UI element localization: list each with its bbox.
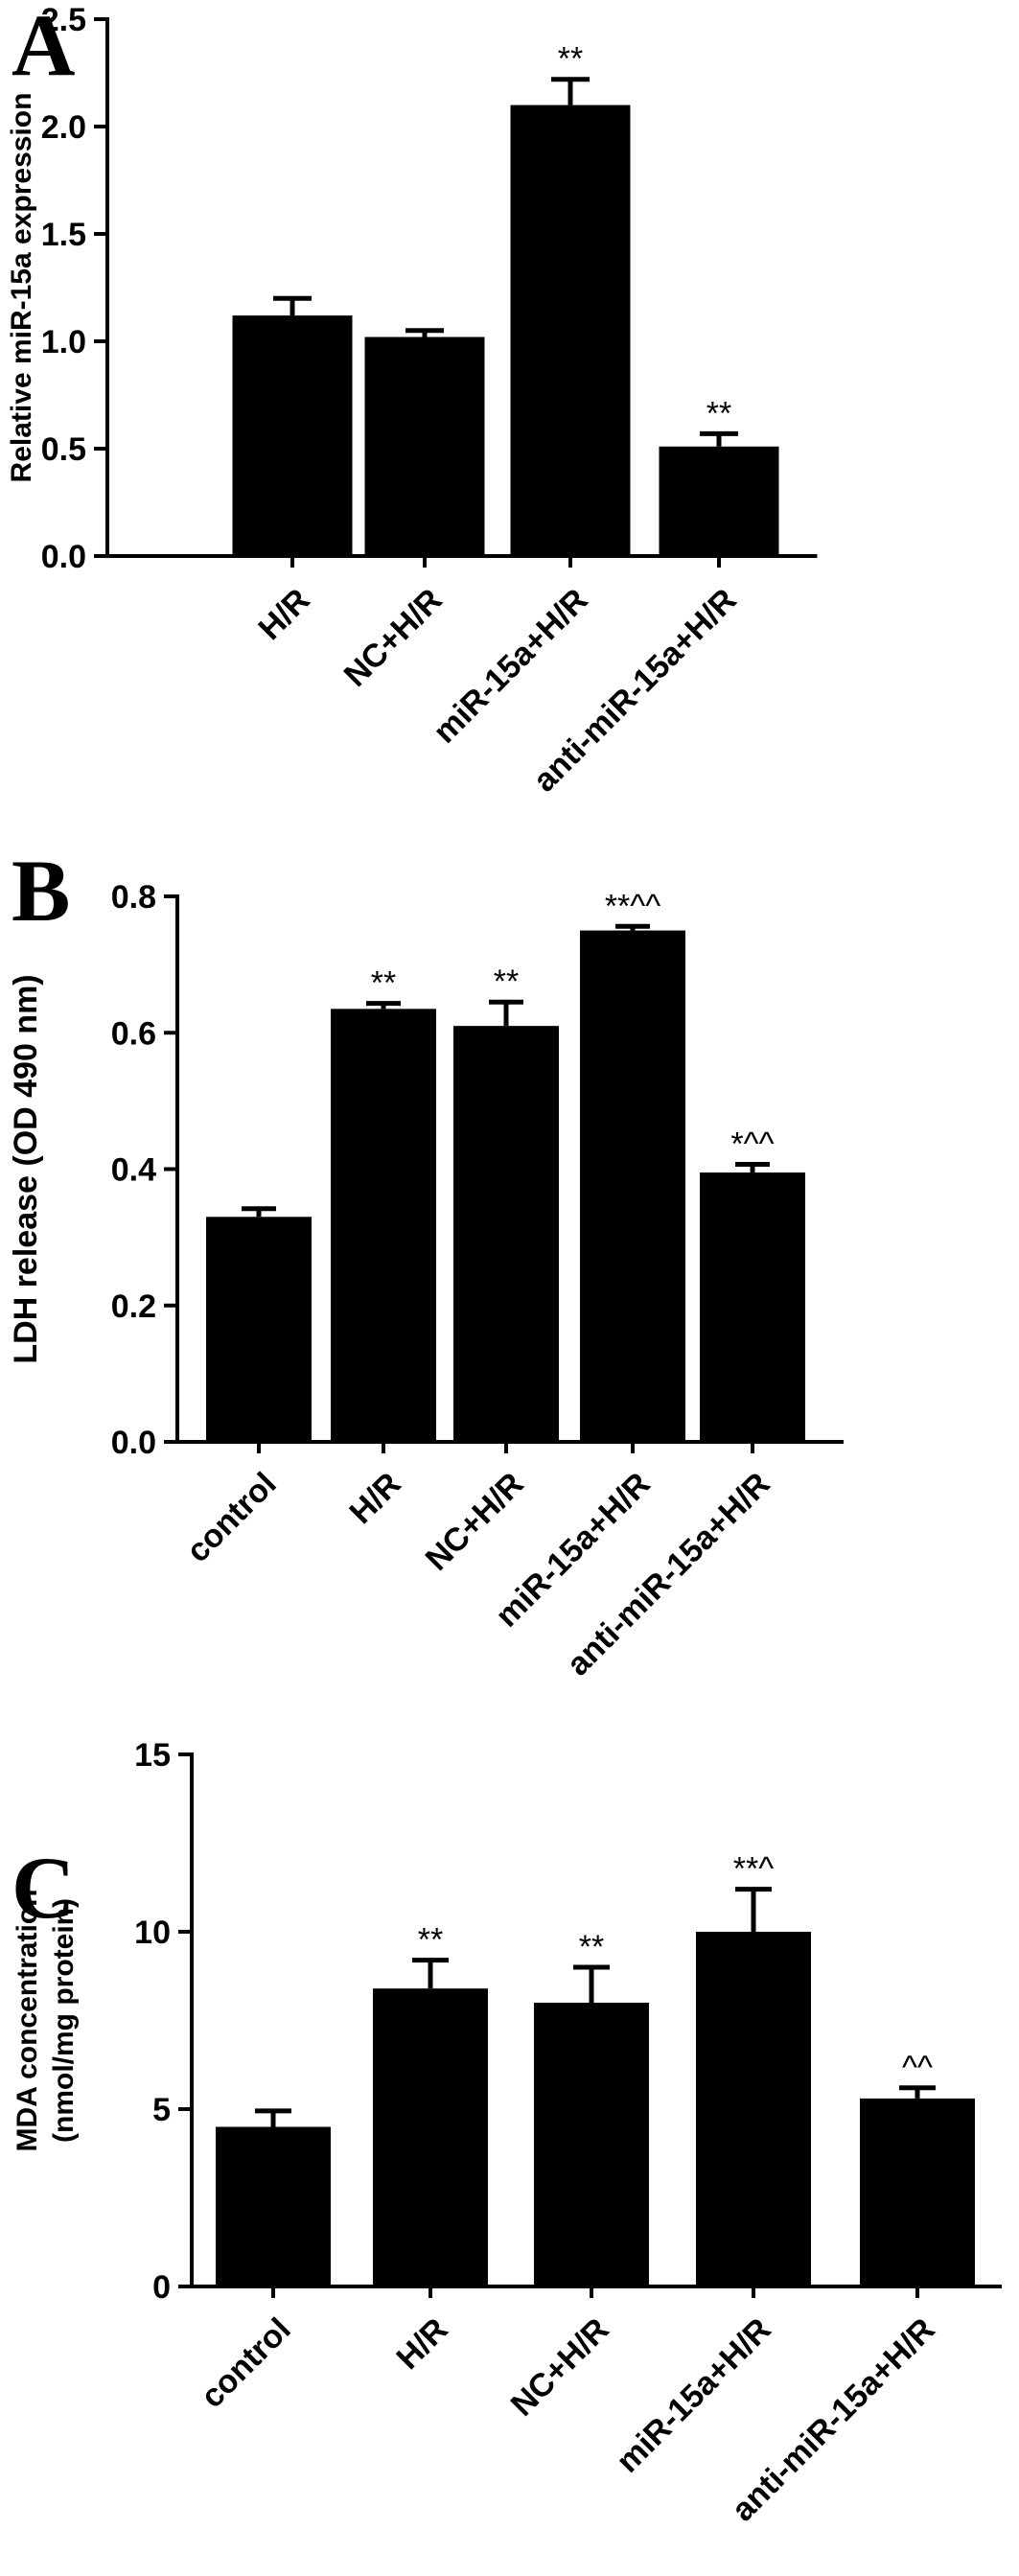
significance-label: *^^: [730, 1126, 774, 1163]
bar: [373, 1988, 488, 2286]
y-tick-label: 5: [152, 2092, 171, 2128]
y-tick-label: 0.0: [111, 1425, 156, 1461]
significance-label: **: [371, 965, 396, 1002]
y-axis-label: (nmol/mg protein): [48, 1898, 80, 2143]
category-label: H/R: [251, 582, 316, 647]
category-label: miR-15a+H/R: [427, 582, 595, 751]
bar: [232, 315, 353, 556]
panel-letter: C: [12, 1839, 75, 1937]
significance-label: **: [494, 963, 519, 1000]
panel-a: A 0.0 0.5 1.0 1.5 2.0 2.5 Relative miR-15a expr…: [6, 0, 818, 799]
bar: [453, 1026, 559, 1442]
bar: [580, 930, 685, 1442]
bar: [206, 1217, 312, 1442]
y-tick-label: 15: [134, 1737, 171, 1774]
bar: [216, 2126, 331, 2286]
significance-label: **: [579, 1929, 604, 1965]
significance-label: **: [558, 41, 583, 78]
bar: [510, 104, 631, 556]
bar: [696, 1932, 811, 2286]
y-tick-label: 1.5: [41, 217, 86, 253]
bar: [659, 446, 779, 556]
y-axis-label: Relative miR-15a expression: [6, 93, 37, 483]
significance-label: **^^: [605, 888, 660, 924]
y-tick-label: 0.5: [41, 431, 86, 468]
bar: [860, 2098, 975, 2286]
panel-c: C 0 5 10 15 MDA concentration (nmol/mg protein…: [12, 1737, 1002, 2528]
y-tick-label: 2.0: [41, 109, 86, 146]
category-label: H/R: [389, 2311, 454, 2377]
significance-label: **^: [733, 1851, 774, 1888]
y-tick-label: 10: [134, 1915, 171, 1951]
category-label: miR-15a+H/R: [610, 2311, 778, 2480]
significance-label: **: [706, 395, 731, 431]
category-label: NC+H/R: [504, 2311, 616, 2424]
category-label: H/R: [342, 1466, 407, 1531]
y-tick-label: 0.2: [111, 1288, 156, 1325]
significance-label: ^^: [902, 2050, 933, 2086]
category-label: anti-miR-15a+H/R: [560, 1466, 777, 1683]
y-tick-label: 1.0: [41, 324, 86, 360]
panel-b: B 0.0 0.2 0.4 0.6 0.8 LDH release (OD 490 nm) c…: [8, 842, 844, 1683]
panel-letter: B: [12, 842, 70, 940]
category-label: NC+H/R: [419, 1466, 531, 1578]
y-axis-label: LDH release (OD 490 nm): [8, 974, 44, 1363]
bar: [364, 337, 485, 556]
bar: [700, 1172, 805, 1442]
significance-label: **: [418, 1922, 443, 1959]
y-tick-label: 0.0: [41, 539, 86, 575]
y-tick-label: 0: [152, 2269, 171, 2306]
category-label: control: [179, 1466, 283, 1569]
y-tick-label: 0.4: [111, 1152, 156, 1189]
category-label: control: [194, 2311, 297, 2415]
panel-letter: A: [12, 0, 75, 94]
category-label: NC+H/R: [337, 582, 450, 694]
y-tick-label: 2.5: [41, 2, 86, 38]
y-tick-label: 0.6: [111, 1015, 156, 1052]
y-tick-label: 0.8: [111, 879, 156, 916]
y-axis-label: MDA concentration: [12, 1890, 43, 2152]
bar: [534, 2003, 649, 2286]
bar: [331, 1009, 436, 1442]
